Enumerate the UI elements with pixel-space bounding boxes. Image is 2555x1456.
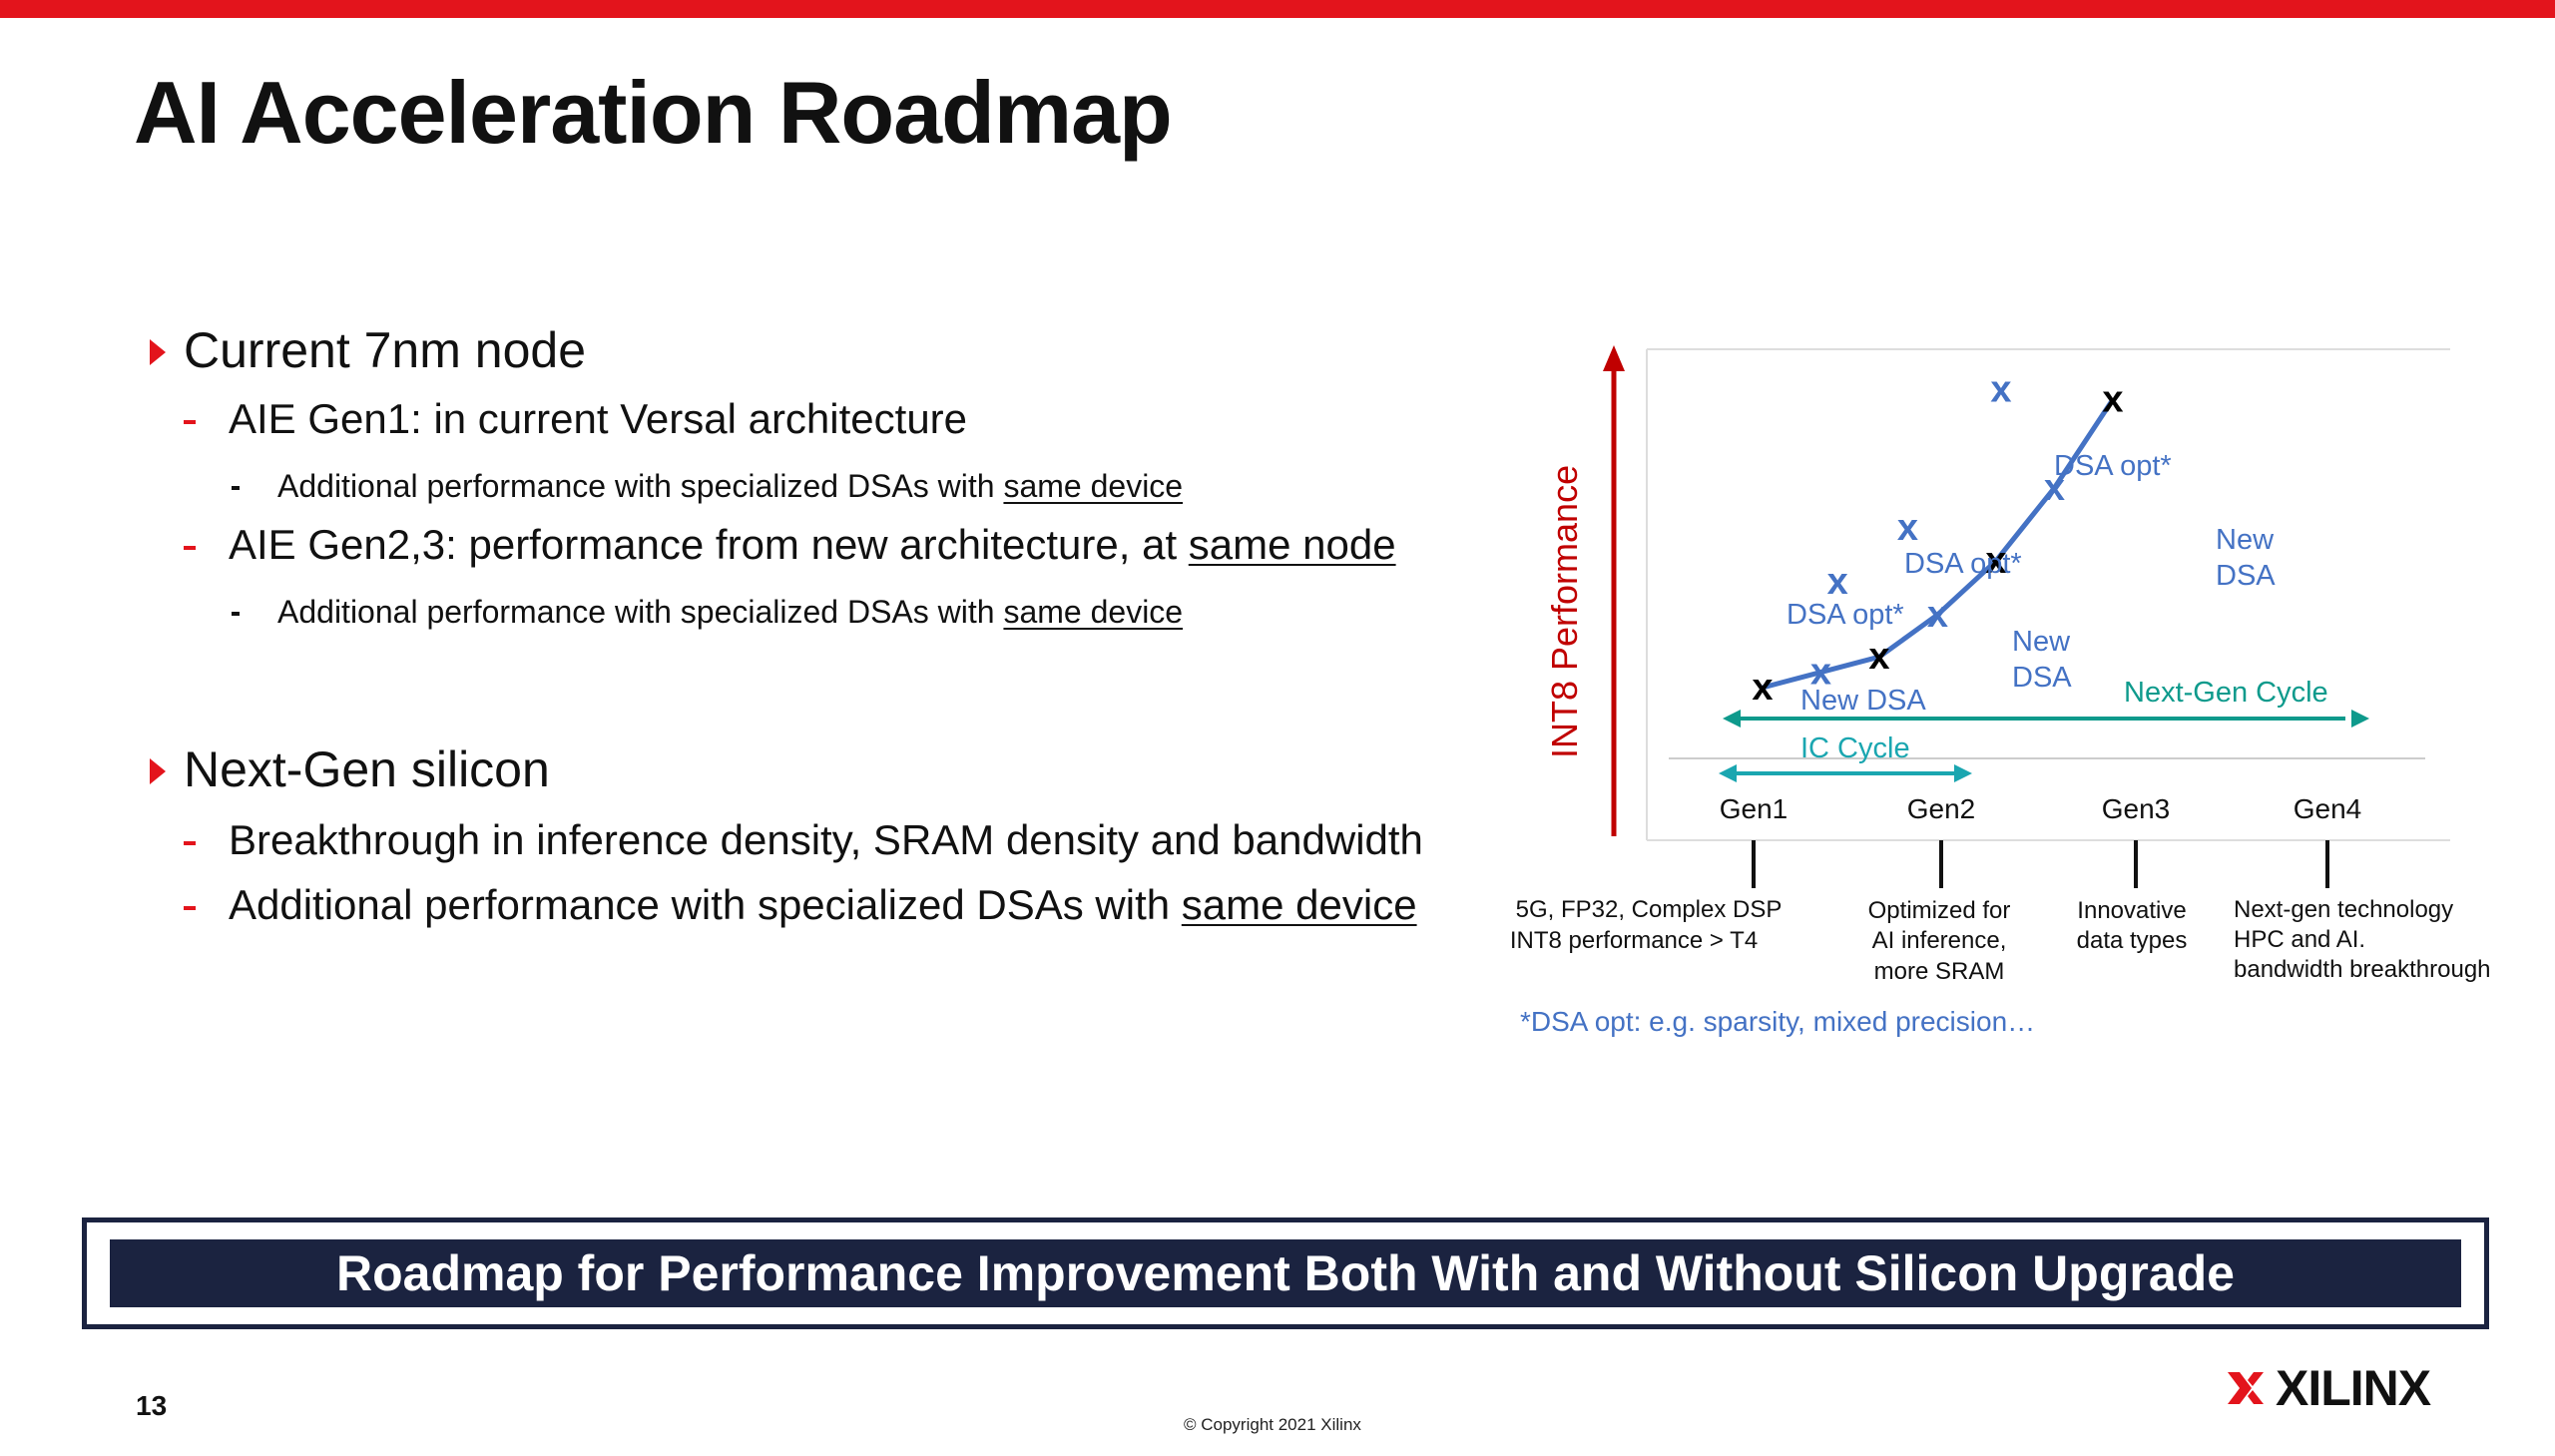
summary-banner-frame: Roadmap for Performance Improvement Both… [82, 1217, 2489, 1329]
bullet-dash-icon [184, 546, 196, 550]
bullet-dash-icon [184, 906, 196, 910]
marker-opt-1: x [1897, 507, 1918, 549]
bullet-dot-icon [232, 486, 240, 490]
label-dsa-gen3-l2: DSA [2216, 560, 2276, 592]
marker-main-6: x [2102, 378, 2123, 420]
bullet-gen1-sub: Additional performance with specialized … [277, 468, 1184, 504]
desc-gen4-l2: HPC and AI. [2234, 926, 2365, 953]
ic-cycle-label: IC Cycle [1800, 732, 1910, 764]
desc-gen3-l2: data types [2077, 927, 2188, 954]
label-new-gen2-l1: New [2012, 626, 2071, 658]
bullet-next-gen: Next-Gen silicon [184, 741, 550, 797]
same-device-link: same device [1003, 594, 1184, 630]
marker-opt-2: x [1990, 368, 2011, 410]
label-dsa-opt-2: DSA opt* [1904, 548, 2022, 580]
bullet-additional-perf: Additional performance with specialized … [229, 881, 1417, 928]
desc-gen4-l1: Next-gen technology [2234, 896, 2453, 923]
desc-gen4-l3: bandwidth breakthrough [2234, 956, 2491, 983]
arrowhead-right-icon [1954, 764, 1972, 782]
bullet-aie-gen1: AIE Gen1: in current Versal architecture [229, 395, 968, 442]
y-axis-label: INT8 Performance [1544, 465, 1585, 758]
page-number: 13 [136, 1390, 168, 1421]
footnote: *DSA opt: e.g. sparsity, mixed precision… [1520, 1006, 2035, 1037]
arrowhead-left-icon [1723, 710, 1741, 728]
label-dsa-opt-1: DSA opt* [1787, 599, 1904, 631]
summary-banner: Roadmap for Performance Improvement Both… [110, 1239, 2461, 1307]
marker-main-2: x [1868, 636, 1889, 678]
label-dsa-opt-3: DSA opt* [2054, 450, 2172, 482]
marker-opt-0: x [1827, 561, 1848, 603]
bullet-breakthrough: Breakthrough in inference density, SRAM … [229, 816, 1423, 863]
bullet-current-node: Current 7nm node [184, 322, 587, 378]
xilinx-logo: XILINX [2226, 1360, 2431, 1416]
slide-title: AI Acceleration Roadmap [134, 63, 1173, 162]
bullet-dot-icon [232, 612, 240, 616]
category-label-gen4: Gen4 [2294, 793, 2362, 824]
label-new-gen3-l1: New [2216, 524, 2275, 556]
y-axis-arrowhead-icon [1603, 345, 1625, 371]
bullet-dash-icon [184, 420, 196, 424]
arrowhead-right-icon [2351, 710, 2369, 728]
category-axis: Gen1 Gen2 Gen3 Gen4 [1720, 793, 2362, 888]
label-new-dsa-gen1: New DSA [1800, 685, 1926, 717]
bullet-dash-icon [184, 841, 196, 845]
xilinx-logo-icon [2228, 1372, 2264, 1404]
desc-gen2-l3: more SRAM [1874, 958, 2005, 985]
marker-main-5: x [2044, 467, 2065, 509]
desc-gen1-l1: 5G, FP32, Complex DSP [1516, 896, 1783, 923]
category-label-gen3: Gen3 [2102, 793, 2171, 824]
category-label-gen2: Gen2 [1907, 793, 1976, 824]
marker-main-3: x [1927, 594, 1948, 636]
bullet-gen23-sub: Additional performance with specialized … [277, 594, 1184, 630]
performance-line [1762, 397, 2116, 691]
bullet-triangle-icon [150, 758, 166, 784]
same-device-link: same device [1181, 881, 1417, 928]
label-dsa-gen2-l2: DSA [2012, 662, 2072, 694]
same-node-link: same node [1188, 521, 1396, 568]
same-device-link: same device [1003, 468, 1184, 504]
category-label-gen1: Gen1 [1720, 793, 1788, 824]
logo-text: XILINX [2276, 1360, 2431, 1416]
bullet-triangle-icon [150, 339, 166, 365]
desc-gen2-l1: Optimized for [1868, 897, 2011, 924]
next-gen-cycle-label: Next-Gen Cycle [2124, 677, 2328, 709]
top-accent-bar [0, 0, 2555, 18]
marker-main-1: x [1810, 652, 1831, 694]
desc-gen3-l1: Innovative [2077, 897, 2186, 924]
marker-main-4: x [1985, 540, 2006, 582]
bullet-aie-gen23: AIE Gen2,3: performance from new archite… [229, 521, 1396, 568]
arrowhead-left-icon [1719, 764, 1737, 782]
marker-main-0: x [1752, 667, 1773, 709]
copyright: © Copyright 2021 Xilinx [1184, 1415, 1361, 1434]
desc-gen2-l2: AI inference, [1872, 927, 2007, 954]
desc-gen1-l2: INT8 performance > T4 [1510, 927, 1758, 954]
